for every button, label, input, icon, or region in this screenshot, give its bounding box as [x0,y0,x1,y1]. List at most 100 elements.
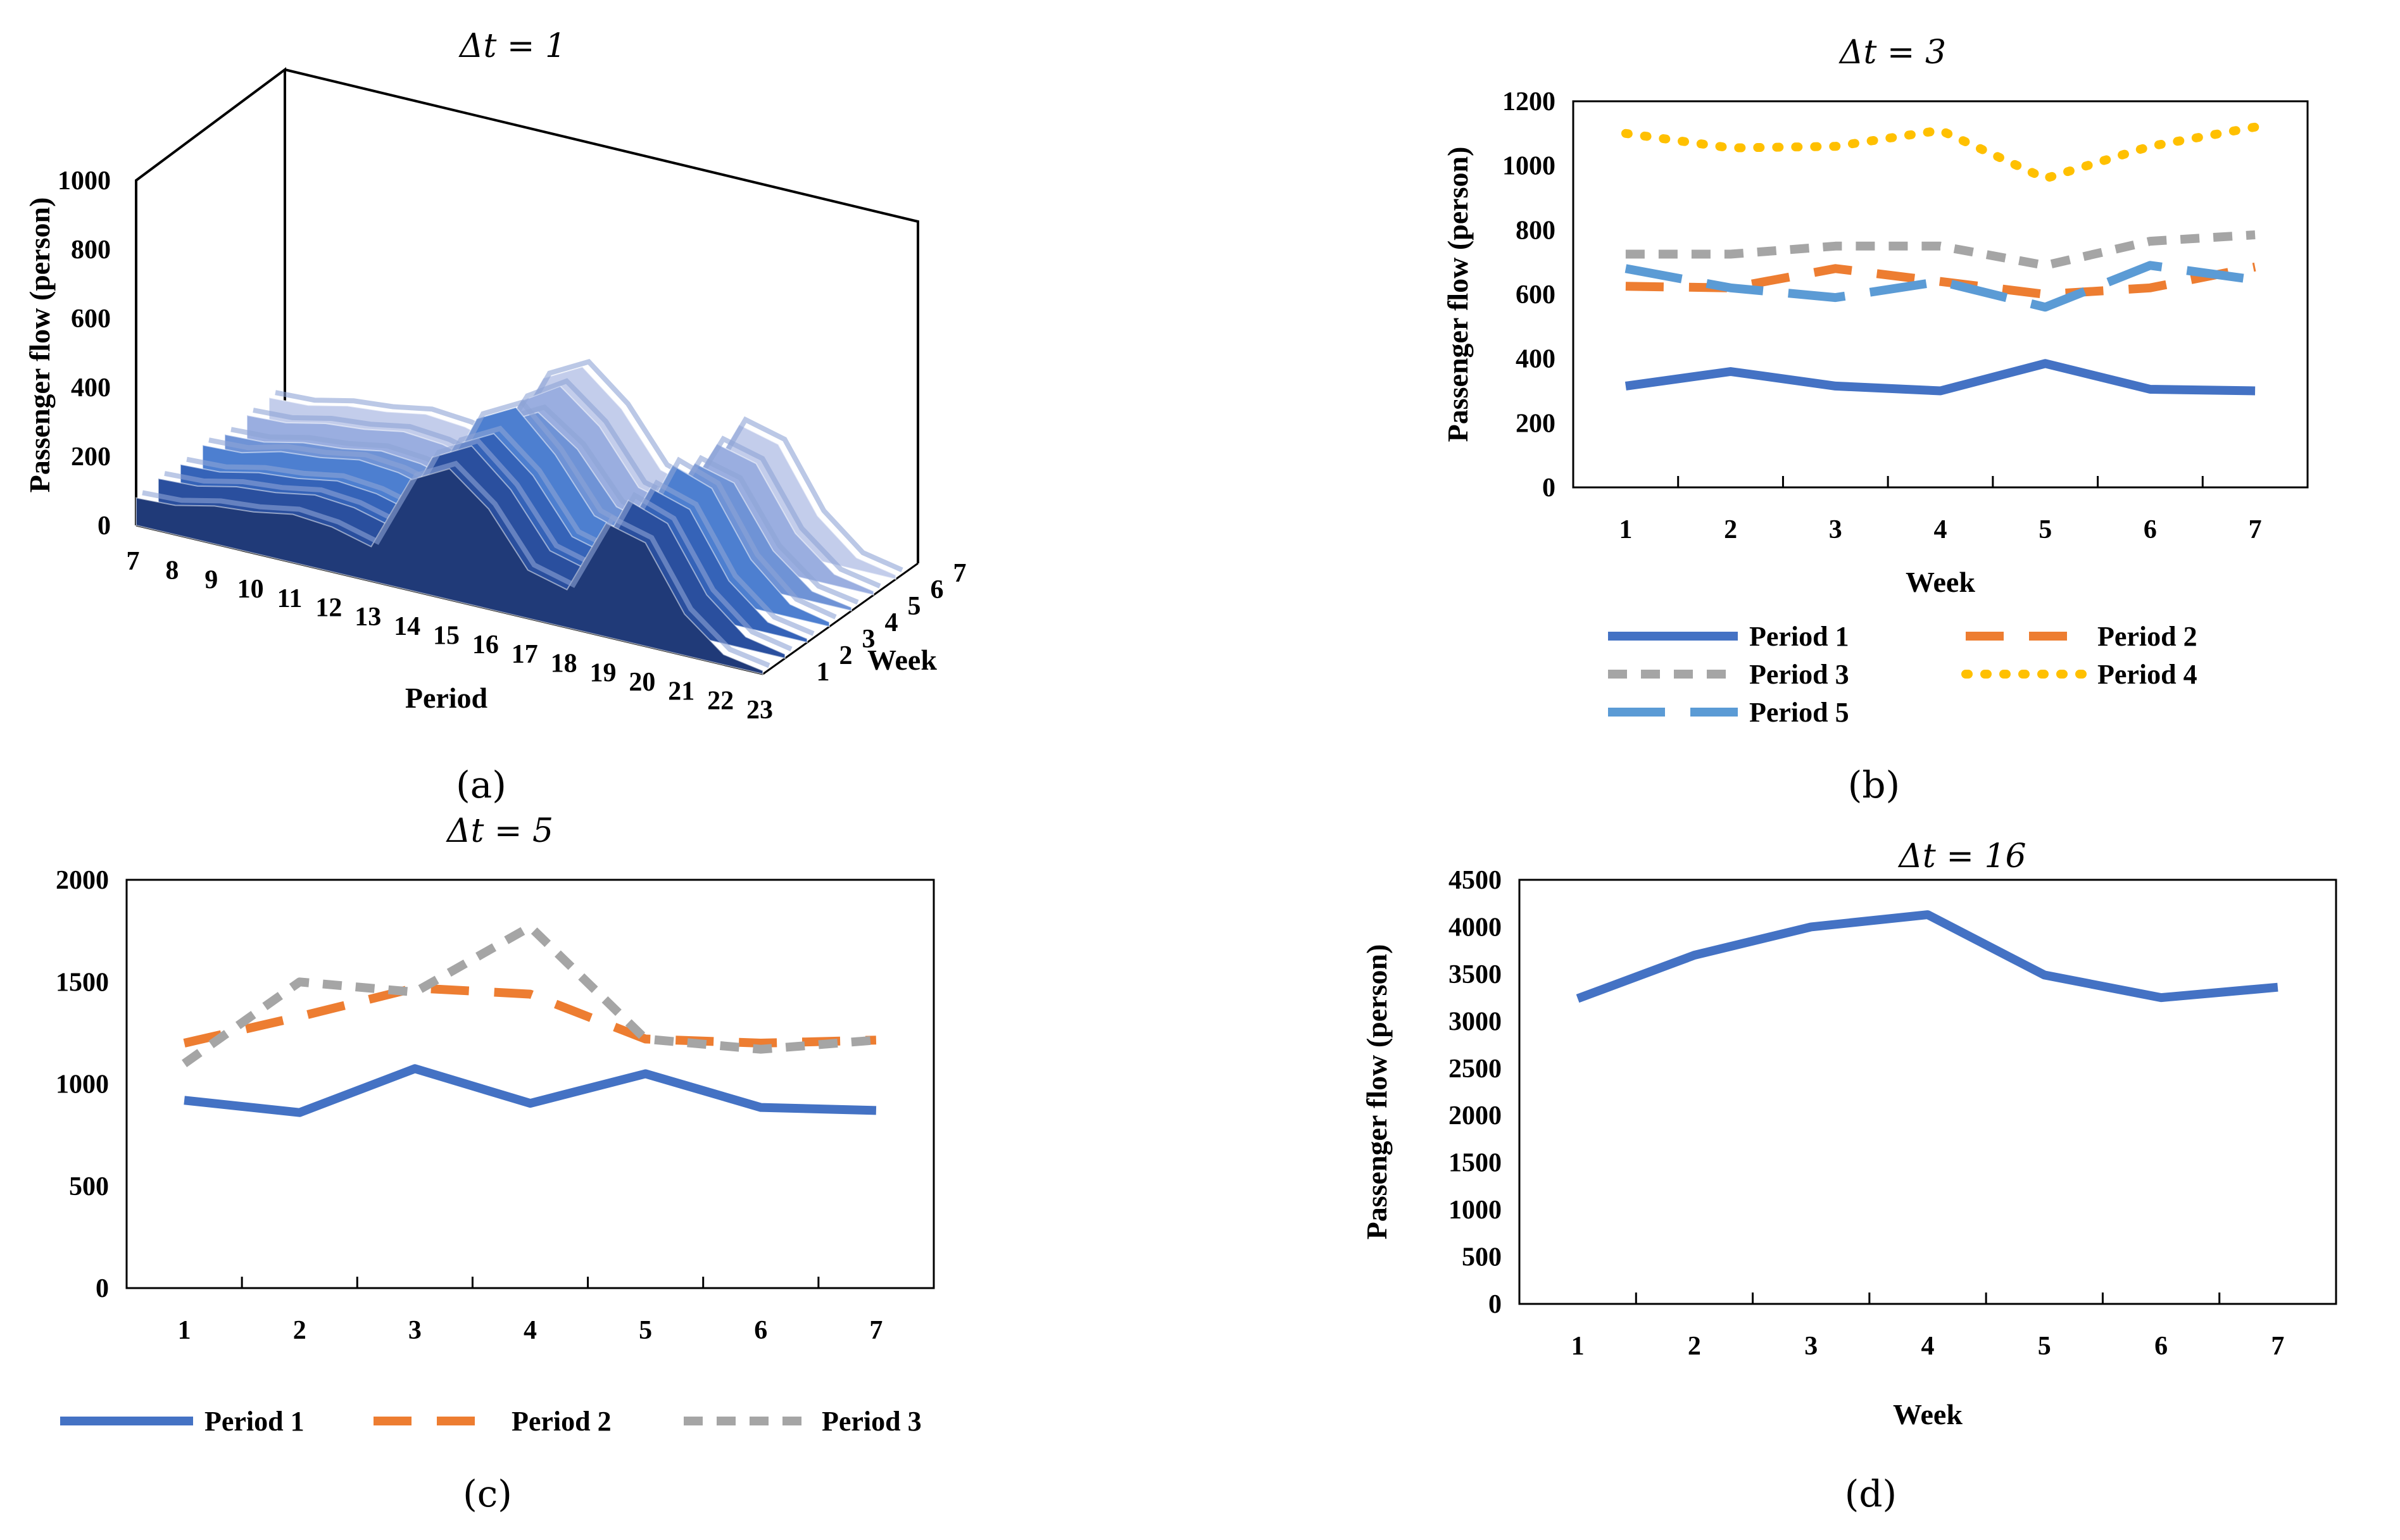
x-tick-label: 5 [2038,1332,2051,1361]
y-tick-label: 2000 [1448,1101,1502,1130]
x-tick-label: 7 [127,547,140,576]
z-tick-label: 4 [885,608,898,637]
panel-d: 0 500 1000 1500 2000 2500 3000 3500 4000 4500 1 2 3 4… [1360,837,2337,1515]
y-tick-label: 0 [96,1274,109,1303]
panel-label: (c) [463,1472,512,1515]
x-axis-title: Week [1893,1398,1963,1430]
x-tick-label: 2 [293,1316,306,1345]
area-ridge-week-5 [230,404,859,605]
series-line-1 [1624,359,2256,396]
x-tick-label: 2 [1724,515,1737,544]
x-tick-label: 2 [1688,1332,1701,1361]
legend-label: Period 4 [2097,659,2197,690]
x-tick-label: 13 [355,603,381,632]
series-line-3 [1625,230,2256,270]
y-tick-label: 4000 [1448,913,1502,942]
z-tick-label: 2 [839,641,853,670]
x-tick-label: 19 [590,658,617,687]
y-tick-label: 400 [71,373,111,403]
z-axis-title: Week [867,644,937,676]
y-tick-label: 1000 [56,1070,109,1099]
area-ridge-week-3 [186,425,815,636]
series-line-2 [183,983,877,1048]
panel-label: (b) [1848,763,1900,806]
y-tick-label: 1000 [58,166,111,196]
x-tick-label: 6 [2144,515,2157,544]
x-tick-label: 1 [178,1316,191,1345]
x-tick-label: 11 [277,584,303,613]
y-axis-title: Passenger flow (person) [1360,944,1393,1240]
x-tick-label: 8 [165,556,179,585]
legend-label: Period 3 [822,1406,922,1437]
x-tick-label: 4 [1934,515,1947,544]
chart-title: Δt = 3 [1838,34,1946,72]
y-tick-label: 1000 [1502,152,1555,181]
y-tick-label: 0 [1542,473,1555,503]
x-tick-label: 10 [237,575,264,604]
x-axis-title: Period [405,682,488,714]
series-line-5 [1624,261,2256,312]
x-tick-label: 7 [2249,515,2262,544]
x-tick-label: 6 [754,1316,767,1345]
x-tick-label: 9 [204,565,218,594]
x-tick-label: 22 [707,686,734,715]
x-tick-label: 21 [668,677,694,706]
chart-title: Δt = 1 [458,27,566,65]
area-ridge-week-7 [275,358,903,573]
y-tick-label: 1500 [56,968,109,997]
x-tick-label: 16 [472,630,499,660]
x-tick-label: 17 [512,640,538,669]
y-axis-title: Passenger flow (person) [23,197,56,493]
legend-label: Period 5 [1749,697,1849,728]
x-tick-label: 7 [869,1316,883,1345]
y-tick-label: 500 [1462,1243,1502,1272]
x-tick-label: 23 [746,696,773,725]
legend-label: Period 2 [2097,621,2197,652]
area-ridge-week-6 [253,378,881,589]
y-tick-label: 3000 [1448,1007,1502,1036]
y-tick-label: 600 [71,304,111,334]
x-tick-label: 18 [551,649,577,679]
series-line-4 [1621,122,2260,183]
x-tick-label: 14 [394,612,420,641]
x-tick-label: 5 [2039,515,2052,544]
x-tick-label: 3 [1804,1332,1818,1361]
x-axis-title: Week [1906,566,1975,598]
area-ridge-week-4 [208,399,837,620]
area-week-1 [135,468,763,675]
plot-frame [1518,879,2337,1305]
y-tick-label: 0 [1488,1290,1502,1319]
series-line-1 [184,1064,877,1117]
x-tick-label: 1 [1619,515,1632,544]
panel-label: (d) [1845,1472,1897,1515]
legend-label: Period 3 [1749,659,1849,690]
x-tick-label: 3 [1829,515,1842,544]
left-wall-edge [135,67,286,525]
y-tick-label: 0 [97,511,111,541]
x-tick-label: 4 [1921,1332,1935,1361]
y-tick-label: 200 [1516,409,1555,438]
legend-label: Period 2 [512,1406,612,1437]
x-tick-label: 5 [639,1316,652,1345]
y-tick-label: 4500 [1448,866,1502,895]
area-ridge-week-1 [142,460,770,668]
x-tick-label: 3 [408,1316,422,1345]
chart-title: Δt = 5 [446,812,553,850]
y-tick-label: 800 [71,235,111,265]
x-tick-label: 6 [2154,1332,2168,1361]
y-tick-label: 400 [1516,345,1555,374]
legend-label: Period 1 [204,1406,305,1437]
y-tick-label: 2500 [1448,1055,1502,1084]
x-tick-label: 7 [2271,1332,2284,1361]
y-tick-label: 2000 [56,866,109,895]
series-line-3 [182,922,877,1068]
plot-frame [125,879,935,1289]
y-tick-label: 200 [71,442,111,472]
y-tick-label: 500 [69,1172,109,1201]
y-tick-label: 1000 [1448,1196,1502,1225]
x-tick-label: 1 [1571,1332,1585,1361]
back-wall-edge [284,68,919,563]
z-tick-label: 6 [931,575,944,604]
